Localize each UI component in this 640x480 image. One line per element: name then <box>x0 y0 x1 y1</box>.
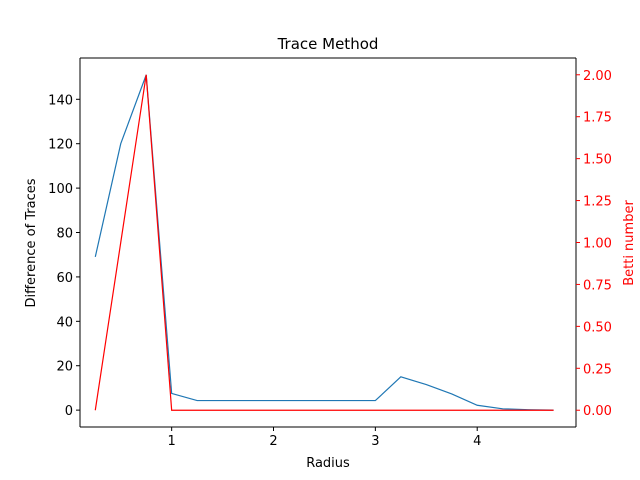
y-left-tick-label: 140 <box>48 93 73 108</box>
y-right-tick-label: 1.75 <box>583 111 612 126</box>
betti-number-line <box>94 74 554 411</box>
y-left-tick-label: 120 <box>48 138 73 153</box>
x-tick-label: 3 <box>371 434 379 449</box>
x-tick-label: 4 <box>473 434 481 449</box>
y-right-tick-label: 0.75 <box>583 278 612 293</box>
x-tick-label: 2 <box>269 434 277 449</box>
y-left-tick-label: 40 <box>56 315 73 330</box>
y-left-tick-label: 100 <box>48 182 73 197</box>
y-right-tick-label: 0.00 <box>583 404 612 419</box>
y-right-tick-label: 1.25 <box>583 195 612 210</box>
difference-of-traces-line <box>94 74 554 411</box>
y-left-tick-label: 60 <box>56 271 73 286</box>
y-left-tick-label: 0 <box>65 404 73 419</box>
y-left-tick-label: 80 <box>56 227 73 242</box>
y-axis-left-title: Difference of Traces <box>24 178 39 307</box>
x-axis-title: Radius <box>306 456 350 471</box>
x-tick-label: 1 <box>168 434 176 449</box>
y-axis-right-title: Betti number <box>622 200 637 286</box>
chart-title: Trace Method <box>277 35 379 53</box>
y-right-tick-label: 0.25 <box>583 362 612 377</box>
y-right-tick-label: 2.00 <box>583 69 612 84</box>
y-right-tick-label: 1.00 <box>583 237 612 252</box>
plot-area: 1 2 3 40204060801001201400.000.250.500.751.… <box>48 57 612 449</box>
y-left-tick-label: 20 <box>56 360 73 375</box>
y-right-tick-label: 1.50 <box>583 153 612 168</box>
y-right-tick-label: 0.50 <box>583 320 612 335</box>
